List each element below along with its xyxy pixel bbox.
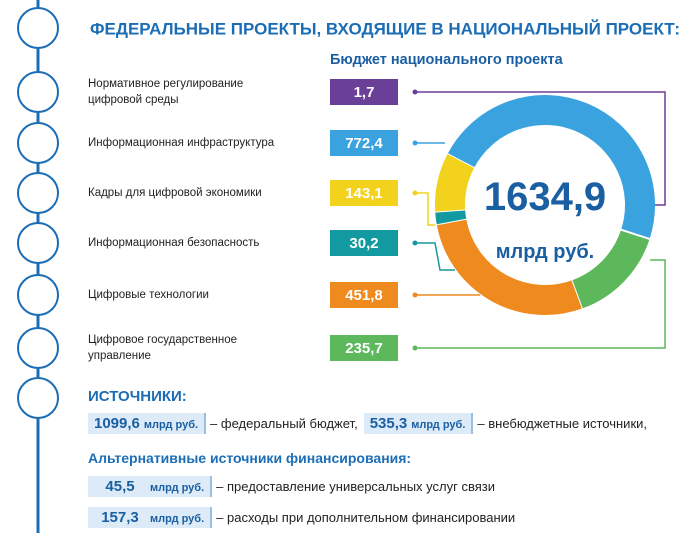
donut-segment (435, 154, 475, 213)
category-label: Цифровые технологии (88, 289, 209, 301)
connector-dot (412, 140, 418, 146)
donut-segment (571, 229, 650, 309)
alt-row: 45,5 млрд руб. – предоставление универсаль… (88, 476, 501, 497)
value-label: 30,2 (349, 235, 378, 252)
value-label: 772,4 (345, 135, 383, 152)
connector-dot (412, 345, 418, 351)
chart-title: ФЕДЕРАЛЬНЫЕ ПРОЕКТЫ, ВХОДЯЩИЕ В НАЦИОНАЛ… (90, 19, 680, 38)
source-text: – внебюджетные источники, (477, 416, 647, 431)
alt-text: – предоставление универсальных услуг свя… (216, 479, 495, 494)
chart-subtitle: Бюджет национального проекта (330, 52, 564, 68)
value-label: 143,1 (345, 185, 383, 202)
source-text: – федеральный бюджет, (210, 416, 358, 431)
value-box (330, 79, 398, 105)
donut-segment (436, 219, 583, 315)
donut-segment (435, 210, 467, 226)
alt-unit: млрд руб. (150, 513, 205, 525)
center-unit: млрд руб. (496, 241, 594, 263)
sources-row: 1099,6 млрд руб. – федеральный бюджет, 535,… (88, 413, 653, 434)
category-label: Цифровое государственное управление (88, 334, 237, 362)
category-label: Информационная безопасность (88, 237, 260, 249)
alt-value: 157,3 (101, 509, 139, 526)
connector-dot (412, 89, 418, 95)
segment-gap (570, 277, 585, 311)
segment-gap (618, 228, 652, 241)
value-box (330, 335, 398, 361)
sources-title: ИСТОЧНИКИ: (88, 388, 187, 405)
category-label: Кадры для цифровой экономики (88, 187, 262, 199)
source-value: 535,3 (369, 415, 408, 432)
alt-box: 45,5 млрд руб. (88, 476, 213, 497)
donut-segment (447, 95, 655, 239)
source-box: 535,3 млрд руб. (363, 413, 474, 434)
alt-box: 157,3 млрд руб. (88, 507, 213, 528)
alt-title: Альтернативные источники финансирования: (88, 450, 412, 466)
value-label: 1,7 (354, 84, 375, 101)
connector-dot (412, 240, 418, 246)
icons (17, 7, 59, 419)
source-box: 1099,6 млрд руб. (88, 413, 207, 434)
value-label: 451,8 (345, 287, 383, 304)
center-total: 1634,9 (484, 175, 606, 219)
category-label: Нормативное регулирование цифровой среды (88, 78, 244, 106)
value-box (330, 130, 398, 156)
alt-value: 45,5 (105, 478, 135, 495)
connector-dot (412, 292, 418, 298)
category-label: Информационная инфраструктура (88, 137, 275, 149)
source-value: 1099,6 (94, 415, 140, 432)
source-unit: млрд руб. (411, 419, 466, 431)
alt-text: – расходы при дополнительном финансирова… (216, 510, 516, 525)
value-box (330, 282, 398, 308)
connector-dot (412, 190, 418, 196)
value-box (330, 230, 398, 256)
value-label: 235,7 (345, 340, 383, 357)
alt-row: 157,3 млрд руб. – расходы при дополнительн… (88, 507, 521, 528)
source-unit: млрд руб. (143, 419, 199, 431)
value-box (330, 180, 398, 206)
alt-unit: млрд руб. (150, 482, 205, 494)
